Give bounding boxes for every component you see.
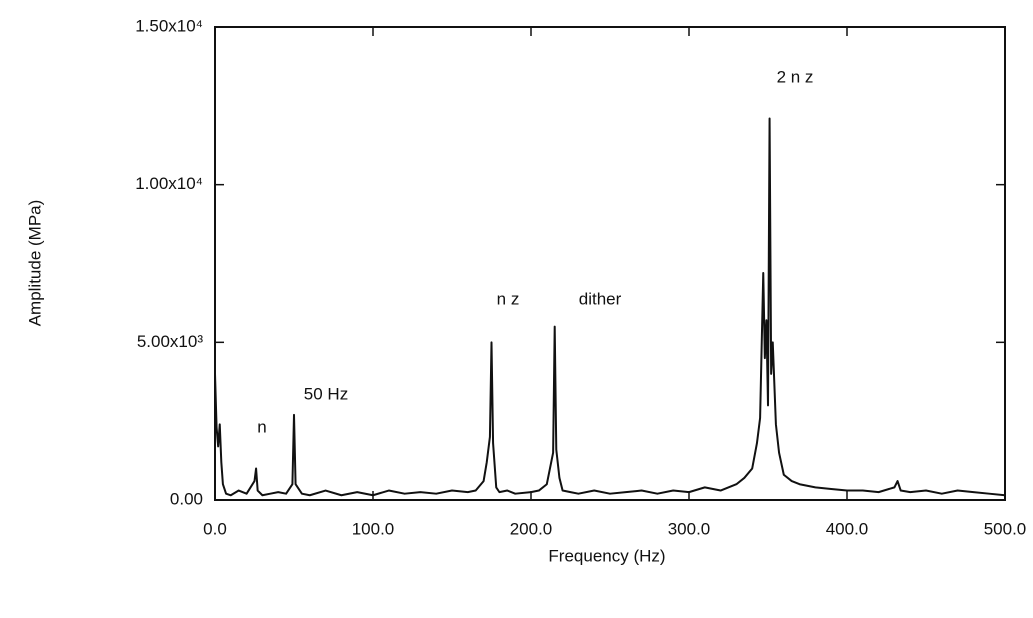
x-tick-label: 500.0: [984, 519, 1027, 538]
x-tick-label: 0.0: [203, 519, 227, 538]
annotation: 50 Hz: [304, 384, 348, 403]
plot-frame: [214, 26, 1006, 501]
x-tick-label: 200.0: [510, 519, 553, 538]
annotation: n z: [497, 289, 520, 308]
y-tick-label: 1.50x10⁴: [135, 16, 203, 35]
y-tick-label: 1.00x10⁴: [135, 174, 203, 193]
annotation: 2 n z: [777, 67, 814, 86]
spectrum-line: [214, 117, 1006, 497]
y-axis-label: Amplitude (MPa): [25, 200, 44, 327]
y-tick-label: 5.00x10³: [137, 332, 203, 351]
x-axis-label: Frequency (Hz): [548, 546, 665, 565]
annotation: n: [257, 417, 266, 436]
x-tick-label: 100.0: [352, 519, 395, 538]
y-tick-label: 0.00: [170, 489, 203, 508]
x-tick-label: 300.0: [668, 519, 711, 538]
annotation: dither: [579, 289, 622, 308]
x-tick-label: 400.0: [826, 519, 869, 538]
